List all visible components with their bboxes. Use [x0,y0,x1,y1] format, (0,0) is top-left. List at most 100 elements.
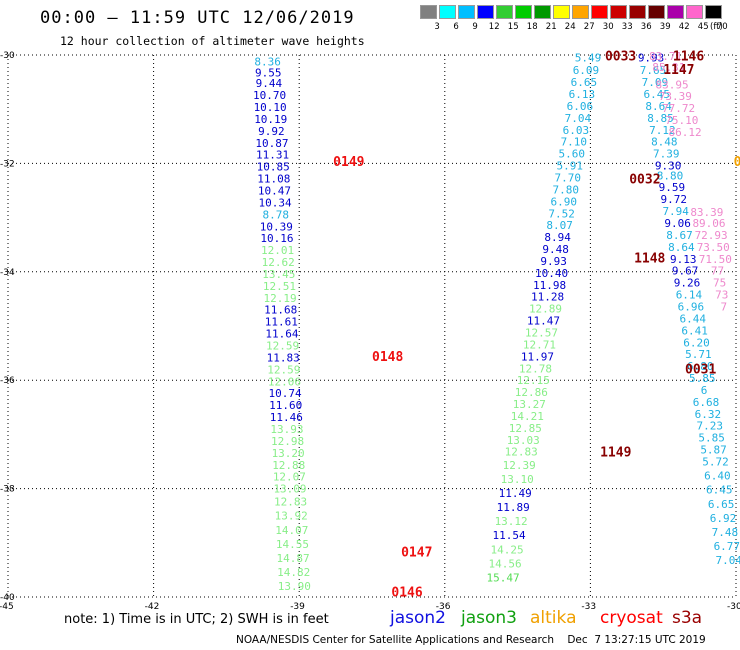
wave-height-value: 9.44 [256,77,283,90]
legend-swatch [515,5,532,19]
wave-height-value: 9.93 [540,255,567,268]
legend-label: 12 [488,22,500,32]
wave-height-value: 12.01 [261,244,294,257]
wave-height-value: 11.60 [269,399,302,412]
wave-height-value: 10.16 [260,232,293,245]
wave-height-value: 8.85 [647,112,674,125]
wave-height-value: 89.06 [692,217,725,230]
wave-height-value: 86.12 [668,126,701,139]
wave-height-value: 9.13 [670,253,697,266]
legend-label: 27 [583,22,595,32]
wave-height-value: 12.07 [273,471,306,484]
wave-height-value: 11.89 [497,501,530,514]
wave-height-value: 12.62 [262,256,295,269]
pass-time-label: 0149 [333,155,364,170]
x-tick-label: -45 [0,602,14,612]
wave-height-value: 12.85 [509,422,542,435]
pass-time-label: 1147 [663,63,694,78]
chart-title: 00:00 – 11:59 UTC 12/06/2019 [40,8,355,28]
wave-height-value: 8.07 [546,219,573,232]
legend-swatch [534,5,551,19]
wave-height-value: 11.47 [527,315,560,328]
sat-cryosat-label: cryosat [600,608,663,628]
legend-swatch [553,5,570,19]
sat-jason3-label: jason3 [461,608,517,628]
legend-swatch [420,5,437,19]
wave-height-value: 6 [701,384,708,397]
legend-swatch [667,5,684,19]
legend-label: 24 [564,22,576,32]
legend-label: 15 [507,22,519,32]
wave-height-value: 7.12 [649,124,676,137]
wave-height-value: 12.15 [517,374,550,387]
x-tick-label: -30 [727,602,740,612]
wave-height-value: 72.93 [695,229,728,242]
wave-height-value: 13.20 [272,447,305,460]
wave-height-value: 5.60 [559,148,586,161]
wave-height-value: 11.83 [267,351,300,364]
wave-height-value: 73 [715,289,728,302]
wave-height-value: 6.09 [573,64,600,77]
legend-swatch [572,5,589,19]
wave-height-value: 12.57 [525,327,558,340]
pass-time-label: 0033 [605,50,636,65]
wave-height-value: 12.83 [274,496,307,509]
wave-height-value: 75 [713,277,726,290]
wave-height-value: 14.55 [276,538,309,551]
x-tick-label: -42 [145,602,160,612]
wave-height-value: 10.74 [268,387,301,400]
wave-height-value: 9.06 [664,217,691,230]
wave-height-value: 10.39 [260,220,293,233]
wave-height-value: 6.32 [695,408,722,421]
wave-height-value: 9.59 [659,181,686,194]
legend-label: 33 [621,22,633,32]
legend-swatch [458,5,475,19]
wave-height-value: 14.87 [277,552,310,565]
wave-height-value: 5.72 [702,456,729,469]
wave-height-value: 9.48 [542,243,569,256]
wave-height-value: 12.86 [515,386,548,399]
legend-label: 6 [453,22,459,32]
wave-height-value: 14.25 [491,543,524,556]
wave-height-value: 8.67 [666,229,693,242]
wave-height-value: 7 [721,300,728,313]
wave-height-value: 7.52 [548,207,575,220]
pass-time-label: 0031 [685,362,716,377]
wave-height-value: 8.78 [262,208,289,221]
wave-height-value: 12.89 [529,303,562,316]
wave-height-value: 14.82 [277,566,310,579]
wave-height-value: 83.71 [649,50,682,63]
wave-height-value: 9.30 [655,160,682,173]
pass-time-label: 0 [734,155,740,170]
wave-height-value: 7.70 [555,171,582,184]
y-tick-label: -40 [0,593,15,603]
legend-label: 21 [545,22,557,32]
wave-height-value: 13.27 [513,398,546,411]
wave-height-value: 10.87 [255,137,288,150]
wave-height-value: 11.28 [531,291,564,304]
x-tick-label: -33 [581,602,596,612]
wave-height-value: 10.34 [259,196,292,209]
wave-height-value: 5.85 [689,372,716,385]
wave-height-value: 77 [711,265,724,278]
wave-height-value: 6.77 [714,540,740,553]
wave-height-value: 12.88 [272,459,305,472]
wave-height-value: 9.67 [672,265,699,278]
wave-height-value: 11.64 [265,328,298,341]
legend-label: 3 [434,22,440,32]
wave-height-value: 7.48 [712,526,739,539]
wave-height-value: 7.04 [565,112,592,125]
wave-height-value: 14.07 [275,524,308,537]
wave-height-value: 6.65 [708,498,735,511]
wave-height-value: 10.47 [258,185,291,198]
wave-height-value: 13.09 [273,483,306,496]
wave-height-value: 8.80 [657,169,684,182]
wave-height-value: 12.59 [267,363,300,376]
wave-height-value: 12.39 [503,459,536,472]
wave-height-value: 7.39 [653,148,680,161]
wave-height-value: 5.71 [685,348,712,361]
pass-time-label: 0146 [391,586,422,601]
legend-label: (ft) [710,22,723,32]
wave-height-value: 85.31 [652,61,685,74]
